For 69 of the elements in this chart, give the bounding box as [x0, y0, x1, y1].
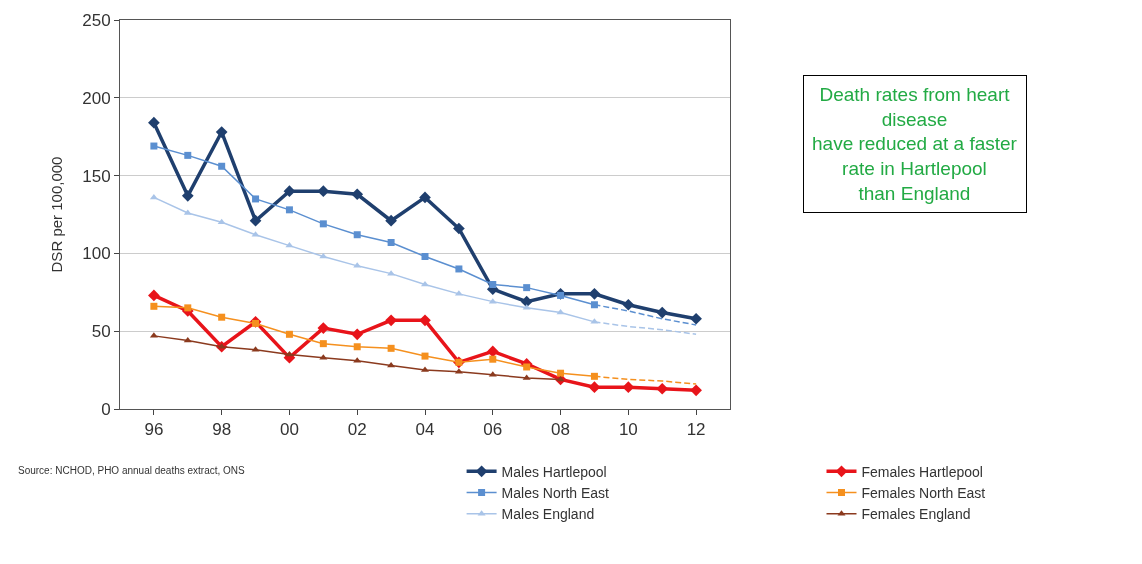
y-axis-title: DSR per 100,000	[48, 156, 66, 273]
point	[419, 191, 431, 204]
point	[489, 355, 497, 363]
point	[690, 312, 702, 325]
point	[319, 340, 327, 348]
point	[690, 384, 702, 397]
point	[285, 206, 293, 214]
x-tick-label: 96	[144, 420, 164, 440]
point	[489, 281, 497, 289]
x-tick-label: 10	[618, 420, 638, 440]
y-tick-label: 250	[82, 10, 111, 30]
point	[385, 314, 397, 327]
point	[387, 239, 395, 247]
x-tick-label: 08	[551, 420, 571, 440]
point	[421, 253, 429, 261]
point	[148, 289, 160, 302]
point	[252, 195, 260, 203]
point	[149, 193, 158, 200]
legend-label: Females England	[861, 506, 971, 523]
y-tick-label: 50	[91, 322, 111, 342]
point	[351, 188, 364, 201]
point	[590, 372, 598, 380]
text: Death rates from heart disease have reduced at a faster rate in Hartlepool than England	[812, 84, 1018, 204]
point	[150, 302, 158, 310]
y-tick-label: 100	[82, 244, 111, 264]
point	[523, 284, 531, 292]
x-tick-label: 98	[212, 420, 232, 440]
point	[249, 214, 262, 227]
x-tick-label: 12	[686, 420, 706, 440]
point	[557, 369, 565, 377]
y-tick-label: 200	[82, 88, 111, 108]
point	[387, 361, 396, 368]
x-tick-label: 00	[279, 420, 299, 440]
legend-label: Males North East	[501, 484, 610, 501]
legend-label: Females Hartlepool	[861, 463, 983, 480]
point	[150, 142, 158, 150]
point	[148, 116, 160, 129]
point	[351, 328, 364, 341]
point	[215, 126, 228, 138]
point	[421, 352, 429, 360]
point	[218, 162, 226, 170]
point	[353, 231, 361, 239]
point	[523, 363, 531, 371]
point	[387, 344, 395, 352]
point	[385, 214, 397, 227]
source-note: Source: NCHOD, PHO annual deaths extract, ONS	[18, 465, 246, 476]
point	[181, 189, 194, 202]
point	[184, 304, 192, 312]
point	[453, 222, 465, 235]
x-tick-label: 04	[415, 420, 435, 440]
point	[556, 375, 565, 382]
point	[317, 322, 330, 334]
point	[455, 265, 463, 273]
point	[656, 306, 669, 319]
point	[218, 313, 226, 321]
legend-label: Males Hartlepool	[501, 463, 607, 480]
point	[184, 151, 192, 159]
point	[419, 314, 431, 327]
point	[319, 220, 327, 228]
point	[353, 343, 361, 351]
y-tick-label: 0	[101, 399, 111, 419]
point	[285, 330, 293, 338]
point	[217, 218, 226, 225]
legend-label: Males England	[501, 506, 595, 523]
legend-label: Females North East	[861, 484, 986, 501]
point	[622, 298, 635, 311]
x-tick-label: 06	[483, 420, 503, 440]
x-tick-label: 02	[347, 420, 367, 440]
y-tick-label: 150	[82, 166, 111, 186]
